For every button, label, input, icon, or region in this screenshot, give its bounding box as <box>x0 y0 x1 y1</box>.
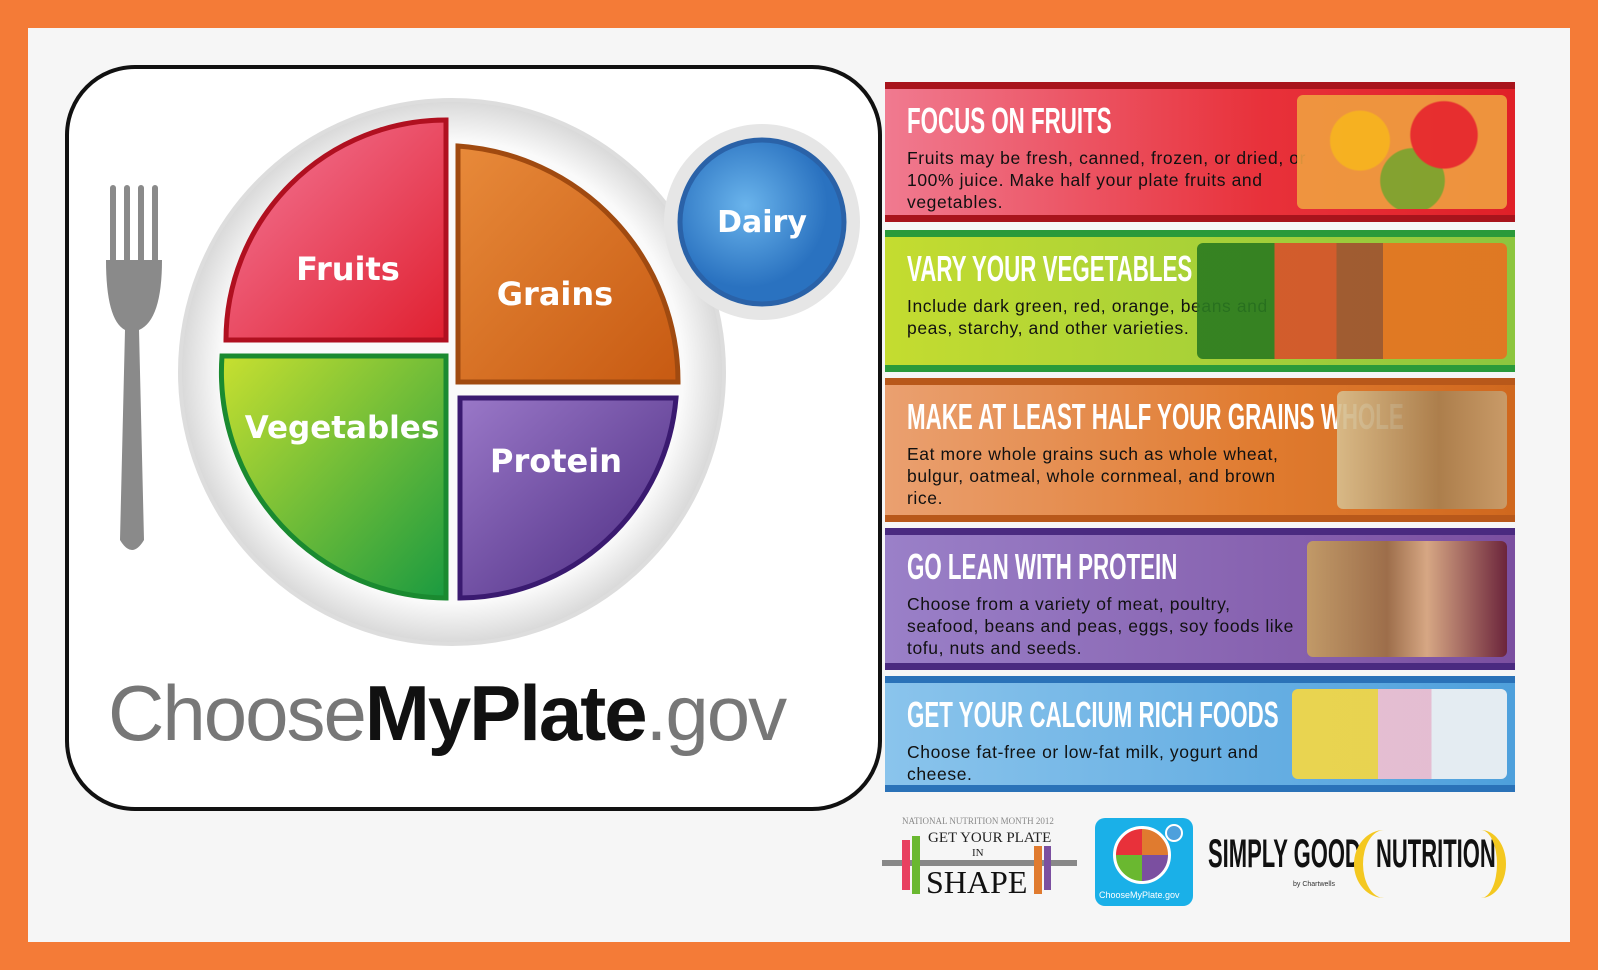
banner-title: MAKE AT LEAST HALF YOUR GRAINS WHOLE <box>907 396 1404 437</box>
fruits-image <box>1297 95 1507 209</box>
brand-choose: Choose <box>108 669 367 757</box>
nnm-in-text: IN <box>972 847 984 859</box>
vegetables-section[interactable] <box>218 353 449 601</box>
fruits-section[interactable] <box>223 117 449 343</box>
protein-label: Protein <box>490 442 622 480</box>
nnm-main-text: GET YOUR PLATE <box>928 830 1052 846</box>
banana-icon <box>1354 830 1414 898</box>
banner-grains: MAKE AT LEAST HALF YOUR GRAINS WHOLE Eat… <box>885 378 1515 522</box>
protein-section[interactable] <box>457 395 679 601</box>
simply-good-nutrition-logo: SIMPLY GOOD by Chartwells NUTRITION <box>1208 828 1518 902</box>
vegetables-image <box>1197 243 1507 359</box>
fruits-label: Fruits <box>296 250 400 288</box>
banner-title: GET YOUR CALCIUM RICH FOODS <box>907 694 1279 735</box>
barbell-icon <box>882 860 1077 866</box>
banner-title: FOCUS ON FRUITS <box>907 100 1112 141</box>
nnm-shape-text: SHAPE <box>926 864 1028 900</box>
brand-gov: .gov <box>645 669 787 757</box>
dairy-image <box>1292 689 1507 779</box>
nnm-2012-logo: NATIONAL NUTRITION MONTH 2012 GET YOUR P… <box>882 816 1077 912</box>
banner-text: Eat more whole grains such as whole whea… <box>907 444 1279 508</box>
banner-dairy: GET YOUR CALCIUM RICH FOODS Choose fat-f… <box>885 676 1515 792</box>
banner-text: Fruits may be fresh, canned, frozen, or … <box>907 148 1307 212</box>
vegetables-label: Vegetables <box>245 410 440 446</box>
grains-label: Grains <box>497 275 613 313</box>
fork-icon <box>106 185 162 550</box>
banner-fruits: FOCUS ON FRUITS Fruits may be fresh, can… <box>885 82 1515 222</box>
banner-text: Choose fat-free or low-fat milk, yogurt … <box>907 742 1259 784</box>
weight-plate-icon <box>902 840 910 890</box>
banner-text: Include dark green, red, orange, beans a… <box>907 296 1268 338</box>
mini-plate-icon <box>1113 826 1171 884</box>
weight-plate-icon <box>1044 840 1051 890</box>
nnm-heading: NATIONAL NUTRITION MONTH 2012 <box>902 816 1054 826</box>
grains-image <box>1337 391 1507 509</box>
brand-myplate: MyPlate <box>364 669 648 757</box>
weight-plate-icon <box>1034 836 1042 894</box>
banner-vegetables: VARY YOUR VEGETABLES Include dark green,… <box>885 230 1515 372</box>
grains-section[interactable] <box>455 143 681 385</box>
banner-title: GO LEAN WITH PROTEIN <box>907 546 1178 587</box>
banner-title: VARY YOUR VEGETABLES <box>907 248 1193 289</box>
mini-dairy-icon <box>1165 824 1183 842</box>
myplate-graphic: Fruits Grains Vegetables Protein Dairy <box>106 98 860 646</box>
myplate-small-text: ChooseMyPlate.gov <box>1099 890 1180 900</box>
banner-protein: GO LEAN WITH PROTEIN Choose from a varie… <box>885 528 1515 670</box>
myplate-small-logo: ChooseMyPlate.gov <box>1095 818 1193 906</box>
weight-plate-icon <box>912 836 920 894</box>
dairy-label: Dairy <box>717 205 807 240</box>
banana-icon <box>1456 830 1506 898</box>
sgn-by-chartwells: by Chartwells <box>1293 881 1336 888</box>
protein-image <box>1307 541 1507 657</box>
banner-text: Choose from a variety of meat, poultry, … <box>907 594 1294 658</box>
dairy-section[interactable] <box>677 137 847 307</box>
sgn-simply-good: SIMPLY GOOD <box>1208 832 1361 876</box>
choosemyplate-brand: ChooseMyPlate.gov <box>108 668 787 758</box>
